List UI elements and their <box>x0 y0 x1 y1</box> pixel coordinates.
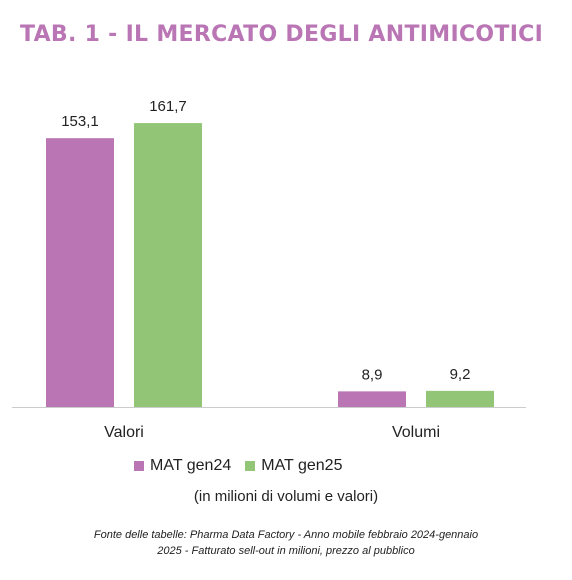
legend-item-mat-gen24: MAT gen24 <box>134 457 231 475</box>
legend-item-mat-gen25: MAT gen25 <box>245 457 342 475</box>
category-label-volumi: Volumi <box>392 424 440 441</box>
data-label-valori-mat-gen25: 161,7 <box>149 98 187 115</box>
legend-swatch-mat-gen24 <box>134 461 144 471</box>
legend-swatch-mat-gen25 <box>245 461 256 471</box>
legend-label-mat-gen25: MAT gen25 <box>261 457 343 474</box>
data-label-volumi-mat-gen25: 9,2 <box>450 366 471 383</box>
category-label-valori: Valori <box>104 424 144 441</box>
source-note: Fonte delle tabelle: Pharma Data Factory… <box>0 527 572 559</box>
bar-volumi-mat-gen24 <box>338 391 406 407</box>
source-line-2: 2025 - Fatturato sell-out in milioni, pr… <box>157 545 415 557</box>
data-label-valori-mat-gen24: 153,1 <box>61 113 99 130</box>
bar-valori-mat-gen24 <box>46 138 114 408</box>
units-note: (in milioni di volumi e valori) <box>193 488 379 505</box>
legend: MAT gen24 MAT gen25 <box>134 457 356 475</box>
bar-volumi-mat-gen25 <box>426 390 494 407</box>
bar-valori-mat-gen25 <box>134 123 202 407</box>
legend-label-mat-gen24: MAT gen24 <box>150 457 232 474</box>
chart-title: TAB. 1 - IL MERCATO DEGLI ANTIMICOTICI <box>20 22 544 47</box>
data-label-volumi-mat-gen24: 8,9 <box>362 366 383 383</box>
source-line-1: Fonte delle tabelle: Pharma Data Factory… <box>93 529 479 541</box>
bar-chart: 153,1 161,7 Valori 8,9 9,2 Volumi <box>12 98 526 441</box>
